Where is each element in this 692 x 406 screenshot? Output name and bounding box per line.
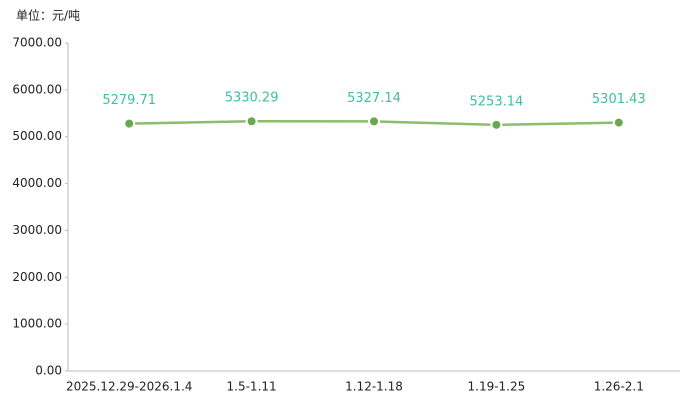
x-tick-label: 2025.12.29-2026.1.4 xyxy=(66,380,192,394)
point xyxy=(245,115,258,128)
x-tick-label: 1.5-1.11 xyxy=(227,380,277,394)
y-tick-label: 4000.00 xyxy=(12,176,62,190)
data-label: 5330.29 xyxy=(225,91,279,106)
point xyxy=(123,117,136,130)
point xyxy=(490,118,503,131)
y-tick-label: 1000.00 xyxy=(12,317,62,331)
y-tick-label: 5000.00 xyxy=(12,129,62,143)
y-tick-label: 7000.00 xyxy=(12,36,62,50)
y-tick-label: 0.00 xyxy=(35,364,62,378)
y-tick-label: 6000.00 xyxy=(12,82,62,96)
x-tick-label: 1.12-1.18 xyxy=(345,380,403,394)
data-label: 5253.14 xyxy=(470,94,524,109)
data-label: 5327.14 xyxy=(347,91,401,106)
unit-label: 单位：元/吨 xyxy=(16,8,80,23)
data-label: 5279.71 xyxy=(102,93,156,108)
y-tick-label: 3000.00 xyxy=(12,223,62,237)
x-tick-label: 1.19-1.25 xyxy=(468,380,526,394)
y-tick-label: 2000.00 xyxy=(12,270,62,284)
x-tick-label: 1.26-2.1 xyxy=(594,380,644,394)
data-label: 5301.43 xyxy=(592,92,646,107)
point xyxy=(368,115,380,128)
point xyxy=(612,116,625,129)
